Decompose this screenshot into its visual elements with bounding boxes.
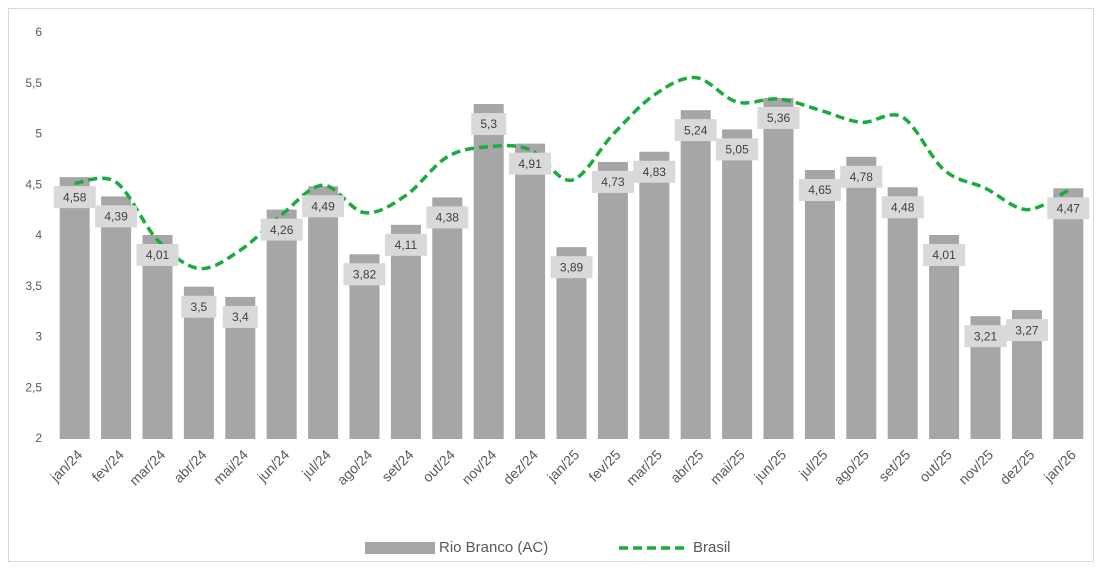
- bar: [846, 156, 877, 439]
- data-label: 4,11: [395, 238, 418, 252]
- data-label-box: [591, 170, 634, 193]
- y-tick-label: 4: [35, 228, 42, 242]
- data-label: 4,65: [808, 183, 832, 197]
- data-label: 3,21: [974, 329, 998, 343]
- bar: [59, 177, 90, 439]
- data-label: 5,05: [725, 143, 749, 157]
- bar: [639, 151, 670, 439]
- data-label: 4,73: [601, 175, 625, 189]
- data-label-box: [222, 305, 258, 328]
- data-label: 4,83: [643, 165, 667, 179]
- data-label: 4,01: [932, 248, 956, 262]
- data-label-box: [509, 152, 552, 175]
- y-tick-label: 2,5: [25, 380, 42, 394]
- data-label-box: [384, 233, 427, 256]
- bar: [887, 187, 918, 439]
- y-tick-label: 5,5: [25, 76, 42, 90]
- data-label: 5,24: [684, 123, 708, 137]
- y-tick-label: 3: [35, 330, 42, 344]
- bar: [308, 186, 339, 439]
- data-label: 4,47: [1057, 201, 1081, 215]
- data-label-box: [471, 113, 507, 136]
- data-label: 4,49: [311, 199, 335, 213]
- data-label-box: [674, 119, 717, 142]
- y-tick-label: 3,5: [25, 279, 42, 293]
- data-label-box: [302, 195, 345, 218]
- data-label: 4,26: [270, 223, 294, 237]
- data-label-box: [95, 205, 138, 228]
- y-tick-label: 5: [35, 127, 42, 141]
- data-label-box: [181, 295, 217, 318]
- data-label-box: [798, 179, 841, 202]
- legend-label: Brasil: [693, 539, 731, 556]
- bar: [432, 197, 463, 439]
- data-label: 4,78: [850, 170, 874, 184]
- y-tick-label: 6: [35, 25, 42, 39]
- data-label-box: [964, 325, 1007, 348]
- bar: [804, 170, 835, 439]
- bar: [101, 196, 132, 439]
- data-label-box: [1005, 319, 1048, 342]
- data-label: 3,89: [560, 260, 584, 274]
- bar: [266, 209, 297, 439]
- data-label: 3,27: [1015, 323, 1039, 337]
- data-label-box: [633, 160, 676, 183]
- data-label: 3,4: [232, 310, 249, 324]
- bar: [597, 161, 628, 439]
- y-tick-label: 4,5: [25, 177, 42, 191]
- data-label-box: [136, 243, 179, 266]
- bar: [390, 224, 421, 439]
- data-label-box: [1047, 197, 1090, 220]
- data-label: 5,36: [767, 111, 791, 125]
- bar: [722, 129, 753, 440]
- data-label: 4,58: [63, 190, 87, 204]
- legend-label: Rio Branco (AC): [439, 539, 548, 556]
- legend-swatch: [365, 542, 435, 554]
- data-label: 4,91: [518, 157, 542, 171]
- data-label-box: [840, 165, 883, 188]
- data-label-box: [53, 186, 96, 209]
- bar: [929, 234, 960, 439]
- data-label-box: [426, 206, 469, 229]
- data-label: 5,3: [480, 117, 497, 131]
- data-label: 4,01: [146, 248, 170, 262]
- bar: [142, 234, 173, 439]
- line: [74, 75, 1070, 271]
- bar: [556, 247, 587, 439]
- data-label-box: [881, 196, 924, 219]
- data-label: 3,5: [191, 300, 208, 314]
- bar: [473, 104, 504, 440]
- bar: [680, 110, 711, 439]
- y-tick-label: 2: [35, 431, 42, 445]
- data-label-box: [260, 218, 303, 241]
- data-label: 3,82: [353, 267, 377, 281]
- bar: [1053, 188, 1084, 439]
- data-label-box: [716, 138, 759, 161]
- data-label-box: [550, 256, 593, 279]
- data-label: 4,38: [436, 211, 460, 225]
- bar: [763, 97, 794, 440]
- bar: [515, 143, 546, 439]
- data-label-box: [757, 106, 800, 129]
- data-label-box: [343, 263, 386, 286]
- data-label: 4,48: [891, 200, 915, 214]
- data-label-box: [923, 243, 966, 266]
- data-label: 4,39: [104, 210, 128, 224]
